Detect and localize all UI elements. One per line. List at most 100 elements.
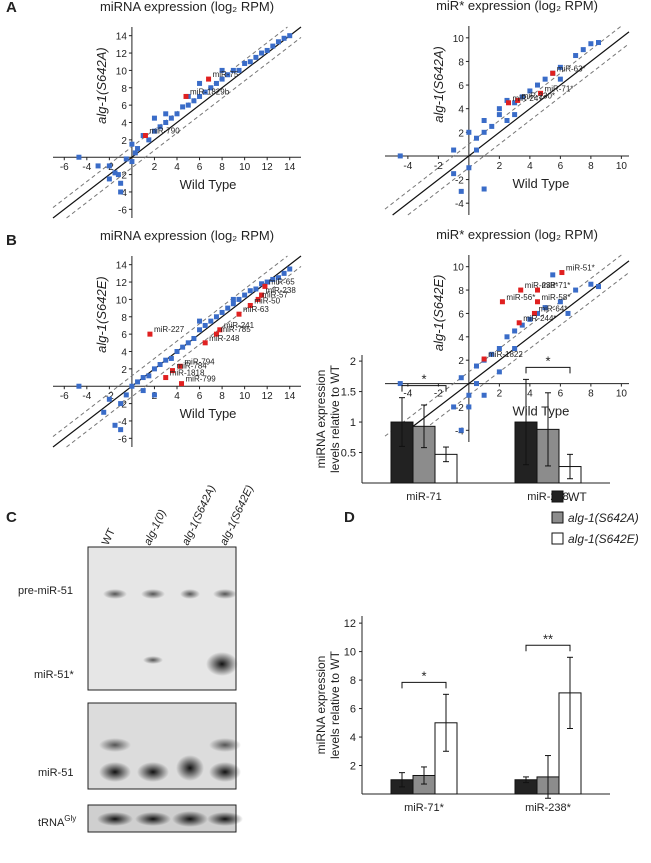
point-label: miR-1818 (170, 369, 205, 378)
point (535, 310, 540, 316)
offset-line (407, 43, 630, 216)
offset-line (407, 272, 630, 443)
point (275, 39, 281, 45)
point-label: miR-241 (224, 321, 255, 330)
blot-label: tRNA (38, 817, 65, 829)
point (287, 33, 293, 39)
significance-label: * (421, 668, 426, 683)
point (213, 80, 219, 86)
point (253, 286, 259, 292)
point (512, 346, 518, 351)
point (259, 50, 265, 56)
offset-line (384, 254, 622, 437)
point (157, 362, 163, 368)
x-tick-label: -4 (82, 162, 91, 173)
point (123, 392, 129, 398)
y-tick-label: -6 (118, 434, 127, 445)
identity-line (392, 31, 630, 216)
point (180, 104, 186, 110)
lane-label: alg-1(S642A) (180, 483, 218, 547)
x-tick-label: miR-71 (406, 491, 441, 503)
point (135, 146, 141, 152)
panel-letter: B (6, 232, 17, 249)
x-axis-label: Wild Type (513, 404, 570, 419)
x-tick-label: 6 (197, 162, 203, 173)
point (118, 180, 124, 186)
point (219, 76, 225, 82)
point (496, 346, 502, 351)
point (474, 363, 479, 369)
point (208, 318, 214, 324)
point (519, 322, 525, 328)
x-tick-label: 2 (152, 162, 158, 173)
point (76, 383, 82, 389)
y-axis-label-line: levels relative to WT (328, 364, 342, 473)
lane-label: alg-1(S642E) (218, 483, 256, 547)
point (515, 97, 521, 103)
blot-label: miR-51 (38, 767, 73, 779)
point (573, 53, 579, 59)
point-label: miR-63* (557, 64, 586, 73)
x-tick-label: 4 (174, 162, 180, 173)
point-label: miR-785 (220, 325, 251, 334)
point (197, 327, 203, 333)
point-label: miR-71* (542, 281, 571, 290)
x-tick-label: -2 (105, 391, 114, 402)
point (474, 135, 479, 141)
x-tick-label: 14 (284, 391, 296, 402)
point (466, 129, 472, 135)
y-tick-label: 6 (121, 101, 127, 112)
legend-label: alg-1(S642E) (568, 532, 639, 546)
point-label: miR-799 (186, 375, 217, 384)
point-label: miR-75 (213, 70, 239, 79)
point (174, 349, 180, 354)
point (95, 163, 101, 169)
point (135, 379, 141, 385)
point-label: miR-63 (243, 305, 269, 314)
offset-line (384, 25, 622, 210)
point (550, 70, 556, 76)
point (496, 106, 502, 112)
point (146, 373, 152, 379)
y-tick-label: 6 (350, 704, 356, 716)
point (596, 284, 601, 290)
x-tick-label: 12 (262, 391, 274, 402)
point (112, 422, 118, 428)
chart-title: miR* expression (log₂ RPM) (436, 0, 598, 13)
y-axis-label: alg-1(S642E) (94, 276, 109, 353)
x-axis-label: Wild Type (180, 406, 237, 421)
point (481, 392, 487, 398)
point-label: miR-247* (513, 94, 546, 103)
point-label: miR-238 (266, 286, 297, 295)
x-tick-label: 8 (219, 162, 225, 173)
point (458, 427, 464, 433)
point (527, 316, 533, 322)
point (275, 275, 281, 281)
point-label: miR-238* (525, 281, 558, 290)
point (512, 100, 518, 106)
point (481, 356, 487, 362)
x-tick-label: 10 (616, 161, 628, 172)
point (206, 76, 212, 82)
y-axis-label-line: levels relative to WT (328, 650, 342, 759)
point (270, 276, 276, 282)
point (535, 287, 540, 293)
point (177, 363, 183, 369)
point (496, 369, 502, 375)
legend-swatch (551, 511, 564, 524)
point (142, 133, 148, 139)
x-axis-label: Wild Type (180, 177, 237, 192)
y-tick-label: 4 (121, 348, 127, 359)
x-tick-label: 4 (174, 391, 180, 402)
point (535, 82, 540, 88)
y-tick-label: 2 (350, 356, 356, 368)
y-tick-label: 10 (116, 295, 128, 306)
point (504, 118, 510, 123)
x-tick-label: -4 (403, 389, 412, 400)
point (168, 355, 174, 361)
y-tick-label: 6 (458, 81, 464, 92)
x-tick-label: -2 (434, 161, 443, 172)
point (466, 392, 472, 398)
point (259, 292, 265, 298)
y-tick-label: 0.5 (341, 448, 356, 460)
